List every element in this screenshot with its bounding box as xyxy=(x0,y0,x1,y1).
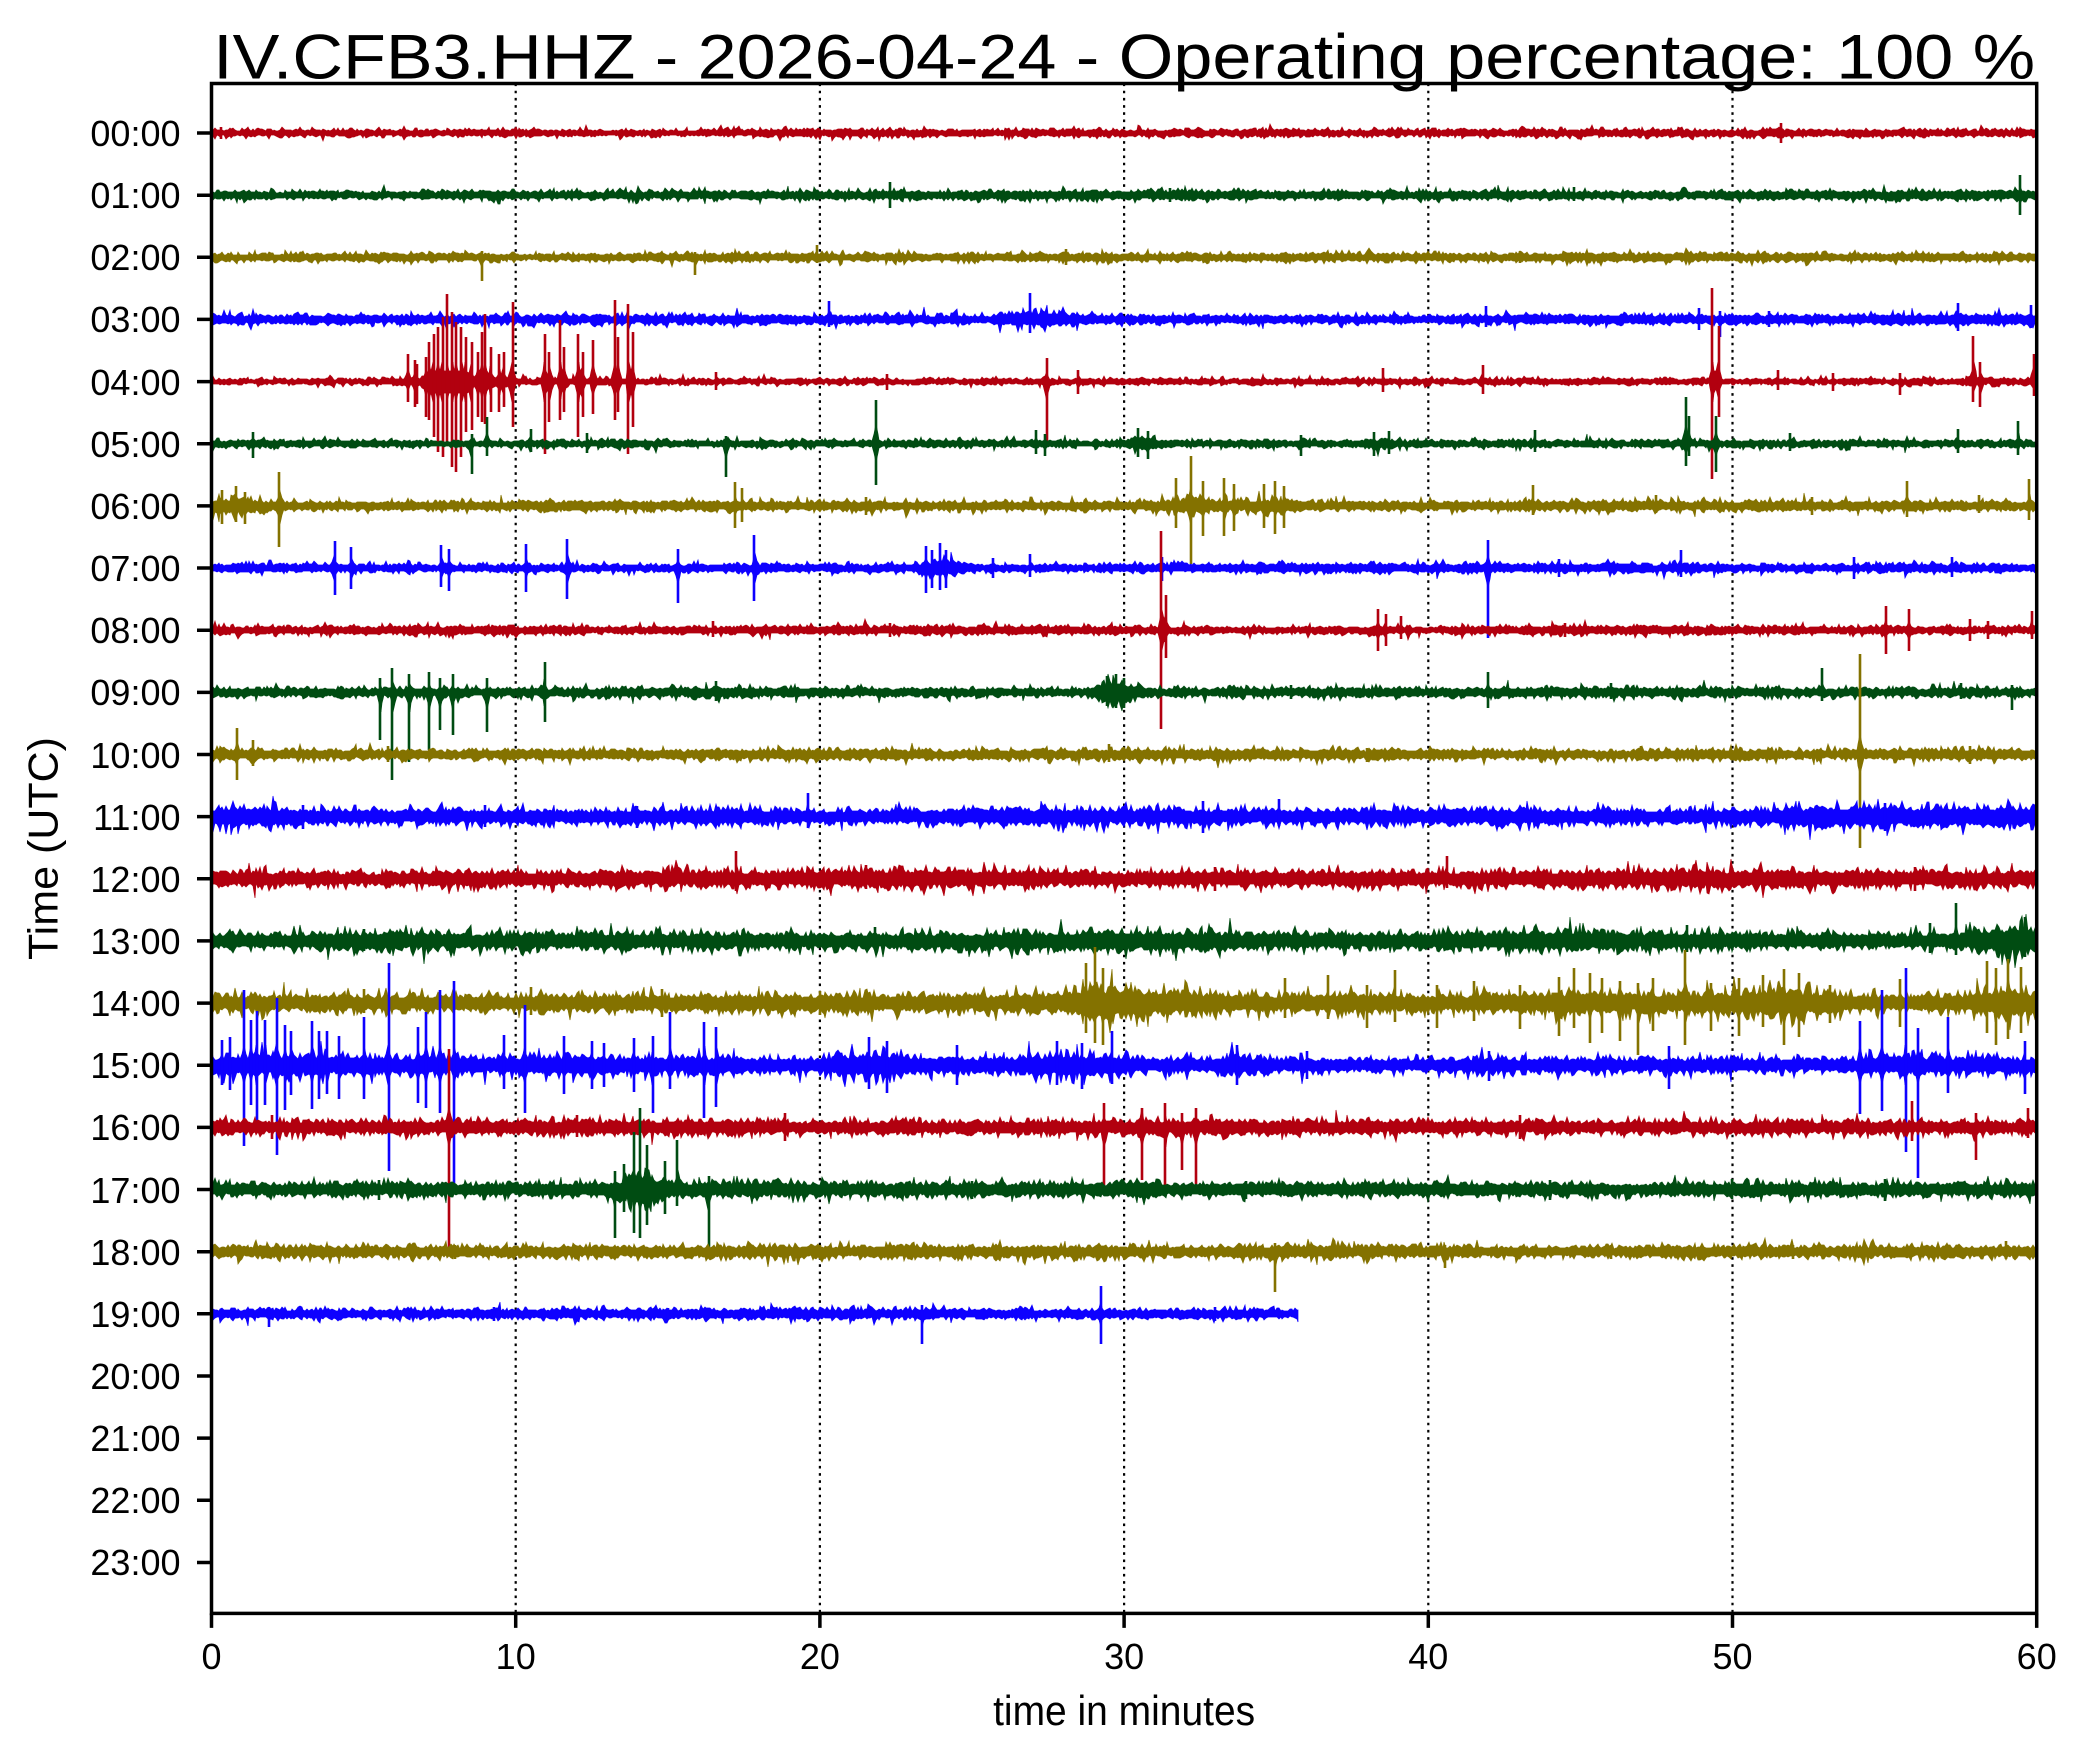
svg-text:12:00: 12:00 xyxy=(90,859,180,900)
svg-text:18:00: 18:00 xyxy=(90,1232,180,1273)
svg-text:20:00: 20:00 xyxy=(90,1356,180,1397)
svg-text:11:00: 11:00 xyxy=(93,797,180,838)
svg-text:00:00: 00:00 xyxy=(90,113,180,154)
svg-text:time in minutes: time in minutes xyxy=(993,1687,1255,1734)
svg-text:16:00: 16:00 xyxy=(90,1107,180,1148)
svg-text:60: 60 xyxy=(2017,1636,2057,1677)
svg-text:05:00: 05:00 xyxy=(90,424,180,465)
svg-text:20: 20 xyxy=(800,1636,840,1677)
svg-text:22:00: 22:00 xyxy=(90,1480,180,1521)
svg-text:13:00: 13:00 xyxy=(90,921,180,962)
svg-text:14:00: 14:00 xyxy=(90,983,180,1024)
svg-text:17:00: 17:00 xyxy=(90,1170,180,1211)
svg-text:Time (UTC): Time (UTC) xyxy=(20,737,67,960)
svg-text:09:00: 09:00 xyxy=(90,672,180,713)
svg-text:06:00: 06:00 xyxy=(90,486,180,527)
svg-text:04:00: 04:00 xyxy=(90,362,180,403)
svg-text:IV.CFB3.HHZ - 2026-04-24 - Ope: IV.CFB3.HHZ - 2026-04-24 - Operating per… xyxy=(213,23,2035,93)
svg-text:21:00: 21:00 xyxy=(90,1418,180,1459)
svg-text:01:00: 01:00 xyxy=(90,175,180,216)
svg-text:08:00: 08:00 xyxy=(90,610,180,651)
svg-text:07:00: 07:00 xyxy=(90,548,180,589)
svg-text:40: 40 xyxy=(1408,1636,1448,1677)
svg-text:30: 30 xyxy=(1104,1636,1144,1677)
svg-text:15:00: 15:00 xyxy=(90,1045,180,1086)
svg-text:02:00: 02:00 xyxy=(90,237,180,278)
svg-text:0: 0 xyxy=(201,1636,221,1677)
svg-text:23:00: 23:00 xyxy=(90,1542,180,1583)
svg-text:19:00: 19:00 xyxy=(90,1294,180,1335)
svg-text:03:00: 03:00 xyxy=(90,299,180,340)
svg-text:50: 50 xyxy=(1712,1636,1752,1677)
svg-text:10:00: 10:00 xyxy=(90,735,180,776)
svg-text:10: 10 xyxy=(496,1636,536,1677)
